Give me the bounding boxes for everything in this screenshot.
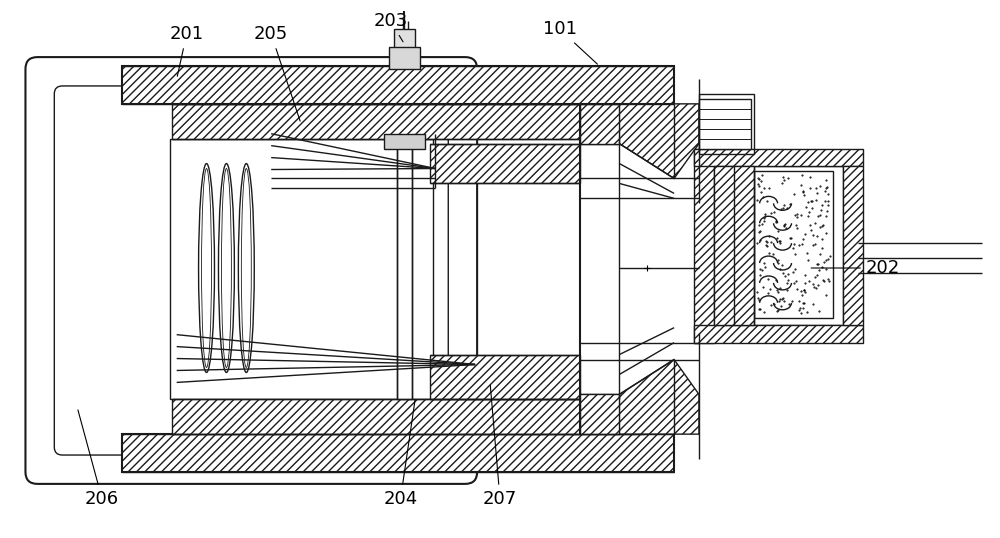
Bar [394,29,415,49]
Text: 205: 205 [254,25,300,121]
Text: 201: 201 [170,25,204,76]
Text: 203: 203 [373,12,408,42]
Bar [580,394,644,434]
Text: 207: 207 [483,385,517,508]
Bar [843,166,863,325]
Polygon shape [619,104,699,179]
Bar [694,325,863,343]
Bar [694,148,714,343]
Polygon shape [619,359,699,434]
Bar [172,104,580,139]
Bar [699,99,751,148]
Polygon shape [580,394,619,434]
FancyBboxPatch shape [25,57,477,484]
Ellipse shape [238,164,254,372]
Bar [430,144,580,183]
Ellipse shape [218,164,234,372]
FancyBboxPatch shape [54,86,448,455]
Bar [122,66,674,104]
Bar [714,166,843,325]
Bar [170,139,433,399]
Bar [699,94,754,153]
Bar [694,148,863,166]
Text: 204: 204 [383,400,418,508]
Text: 202: 202 [811,259,900,277]
Bar [397,139,412,399]
Bar [384,134,425,148]
Bar [122,434,674,472]
Bar [754,171,833,318]
Ellipse shape [199,164,214,372]
Bar [580,104,644,144]
Bar [172,399,580,434]
Bar [714,166,754,325]
Bar [430,355,580,399]
Text: 206: 206 [78,410,119,508]
Bar [389,47,420,69]
Polygon shape [580,104,619,144]
Text: 101: 101 [543,20,597,64]
